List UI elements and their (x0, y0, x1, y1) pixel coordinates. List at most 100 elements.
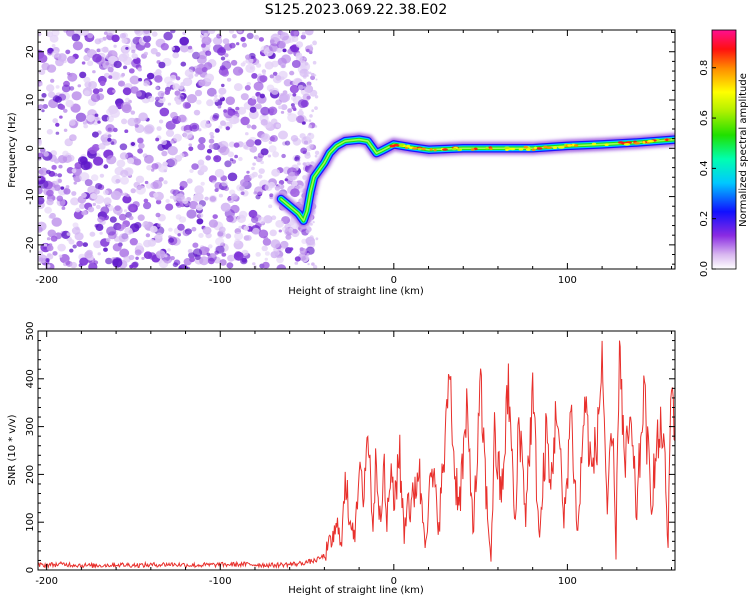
noise-blob (122, 52, 130, 59)
noise-blob (245, 132, 249, 136)
noise-blob (158, 119, 164, 124)
noise-speck (305, 151, 311, 156)
noise-blob (294, 171, 300, 177)
noise-blob (211, 253, 216, 258)
noise-blob (58, 104, 66, 110)
noise-blob (227, 172, 238, 182)
ridge-hotspot (531, 148, 536, 151)
noise-blob (44, 206, 52, 214)
x-tick-label: 0 (391, 576, 397, 587)
noise-blob (69, 86, 75, 91)
noise-blob (55, 131, 60, 135)
noise-blob (255, 252, 261, 257)
noise-blob (99, 173, 105, 178)
noise-blob (89, 231, 96, 237)
x-tick-label: -100 (209, 576, 232, 587)
noise-blob (72, 41, 83, 51)
spectrogram-y-axis: -20 -10 0 10 20 (25, 31, 675, 265)
noise-blob (134, 124, 139, 128)
noise-blob (297, 110, 304, 117)
noise-blob (195, 67, 204, 75)
noise-blob (105, 124, 115, 133)
noise-blob (197, 159, 205, 166)
noise-blob (129, 75, 140, 85)
noise-blob (170, 46, 175, 51)
noise-blob (129, 264, 134, 269)
colorbar-gradient (711, 29, 737, 270)
noise-blob (224, 53, 229, 58)
noise-blob (218, 94, 224, 99)
noise-blob (275, 220, 284, 228)
noise-speck (310, 161, 315, 165)
spectrogram-plot-frame (37, 29, 676, 270)
noise-blob (204, 73, 215, 83)
noise-blob (128, 215, 134, 221)
noise-speck (309, 139, 313, 143)
noise-speck (309, 44, 313, 47)
noise-blob (302, 162, 307, 166)
noise-blob (65, 49, 71, 55)
noise-speck (308, 119, 312, 123)
noise-blob (230, 193, 238, 201)
noise-blob (281, 54, 292, 64)
noise-blob (215, 237, 225, 246)
noise-blob (163, 31, 173, 41)
noise-blob (120, 192, 124, 196)
noise-blob (289, 247, 294, 251)
noise-blob (193, 109, 201, 116)
noise-blob (147, 95, 155, 103)
noise-blob (238, 156, 243, 162)
noise-blob (55, 85, 60, 89)
noise-blob (87, 32, 94, 39)
ridge-hotspot (573, 144, 579, 147)
noise-blob (46, 245, 54, 252)
noise-blob (46, 237, 51, 241)
noise-blob (200, 119, 210, 129)
noise-blob (79, 257, 89, 266)
noise-blob (38, 138, 42, 145)
noise-blob (119, 33, 127, 39)
noise-speck (314, 95, 319, 99)
noise-blob (112, 258, 123, 268)
noise-blob (61, 84, 71, 93)
noise-blob (167, 248, 171, 252)
noise-blob (145, 183, 153, 189)
noise-blob (260, 160, 264, 165)
noise-blob (284, 178, 288, 182)
noise-blob (38, 152, 44, 158)
noise-speck (314, 125, 318, 128)
noise-blob (49, 212, 56, 219)
noise-blob (123, 65, 128, 70)
noise-blob (208, 144, 215, 150)
noise-blob (46, 169, 51, 175)
noise-blob (252, 227, 260, 236)
noise-blob (194, 89, 203, 97)
noise-blob (260, 106, 270, 116)
noise-blob (258, 168, 265, 175)
ridge-hotspot (417, 147, 422, 151)
noise-blob (230, 59, 238, 66)
noise-blob (113, 44, 117, 48)
y-tick-label: 10 (25, 94, 36, 107)
noise-blob (210, 135, 215, 139)
noise-blob (202, 226, 212, 235)
noise-blob (192, 51, 201, 60)
ridge-hotspot (642, 141, 646, 144)
noise-blob (172, 262, 179, 268)
noise-blob (94, 113, 99, 117)
noise-blob (70, 103, 81, 113)
noise-blob (106, 155, 117, 165)
ridge-hotspot (485, 146, 489, 150)
noise-blob (310, 75, 316, 81)
noise-blob (302, 150, 307, 155)
noise-blob (126, 194, 130, 198)
ridge-hotspot (433, 148, 437, 152)
snr-plot-frame (37, 330, 676, 571)
x-tick-label: -200 (35, 275, 58, 286)
noise-speck (309, 235, 314, 240)
noise-blob (221, 83, 225, 88)
ridge-hotspot (489, 147, 493, 151)
noise-blob (234, 232, 244, 241)
y-tick-label: 300 (25, 417, 36, 436)
snr-x-axis: -200 -100 0 100 (35, 331, 673, 587)
